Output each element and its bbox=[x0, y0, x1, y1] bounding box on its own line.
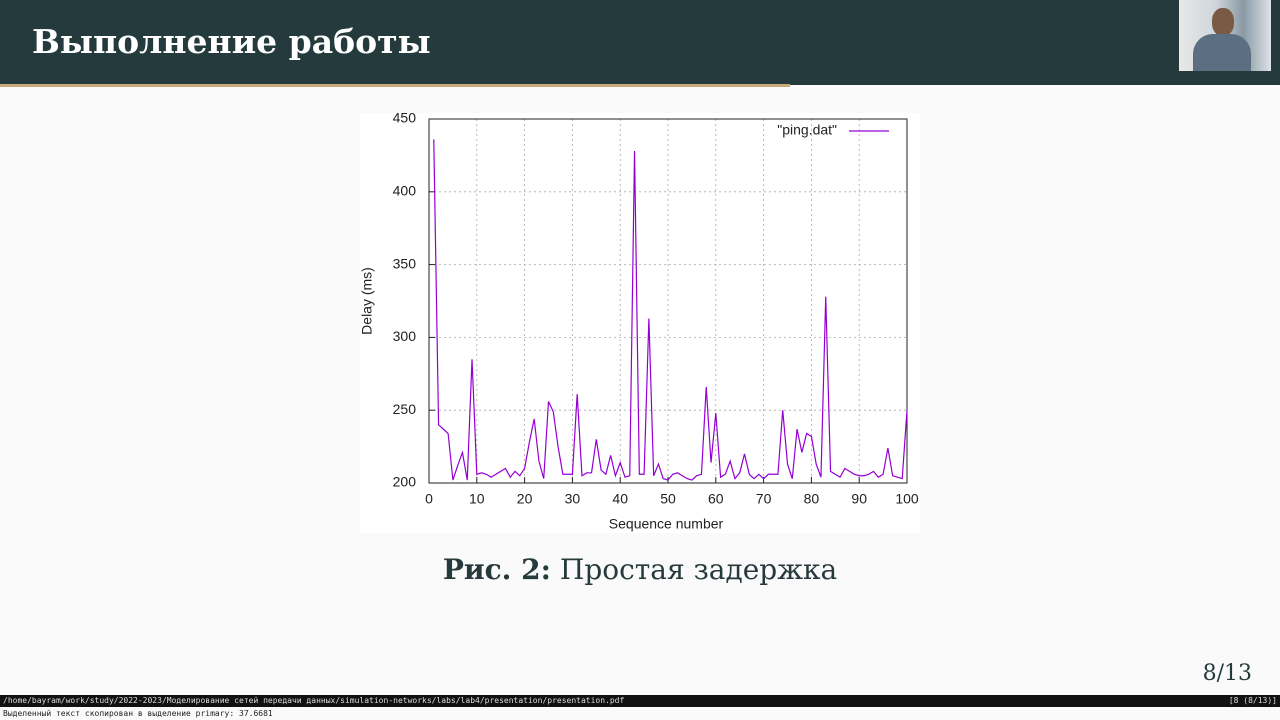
y-tick-label: 400 bbox=[393, 183, 417, 199]
x-tick-label: 50 bbox=[660, 491, 676, 507]
y-tick-label: 450 bbox=[393, 113, 417, 126]
status-bar: /home/bayram/work/study/2022-2023/Модели… bbox=[0, 695, 1280, 707]
plot-frame bbox=[428, 118, 908, 484]
x-tick-label: 40 bbox=[612, 491, 628, 507]
file-path: /home/bayram/work/study/2022-2023/Модели… bbox=[3, 696, 625, 705]
webcam-person bbox=[1193, 34, 1251, 71]
status-message: Выделенный текст скопирован в выделение … bbox=[3, 709, 273, 718]
x-tick-label: 0 bbox=[425, 491, 433, 507]
figure-caption: Рис. 2: Простая задержка bbox=[0, 553, 1280, 586]
data-line bbox=[433, 139, 908, 481]
page-number: 8/13 bbox=[1202, 661, 1252, 686]
y-tick-label: 350 bbox=[393, 255, 417, 271]
x-tick-label: 90 bbox=[851, 491, 867, 507]
webcam-person bbox=[1212, 8, 1234, 36]
header-accent bbox=[0, 84, 790, 87]
x-tick-label: 10 bbox=[469, 491, 485, 507]
y-tick-label: 250 bbox=[393, 401, 417, 417]
x-tick-label: 70 bbox=[756, 491, 772, 507]
y-axis-label: Delay (ms) bbox=[360, 267, 375, 335]
x-tick-label: 30 bbox=[565, 491, 581, 507]
legend-label: "ping.dat" bbox=[777, 122, 837, 138]
x-tick-label: 100 bbox=[895, 491, 919, 507]
chart: Delay (ms) Sequence number 2002503003504… bbox=[360, 113, 920, 533]
slide-header: Выполнение работы bbox=[0, 0, 1280, 85]
x-axis-label: Sequence number bbox=[609, 516, 724, 532]
slide-title: Выполнение работы bbox=[32, 22, 431, 61]
figure-text: Простая задержка bbox=[559, 553, 838, 586]
figure-label: Рис. 2: bbox=[442, 553, 551, 586]
y-tick-label: 300 bbox=[393, 328, 417, 344]
x-tick-label: 60 bbox=[708, 491, 724, 507]
y-tick-label: 200 bbox=[393, 474, 417, 490]
x-tick-label: 20 bbox=[517, 491, 533, 507]
x-tick-label: 80 bbox=[804, 491, 820, 507]
page-indicator: [8 (8/13)] bbox=[1228, 696, 1277, 705]
